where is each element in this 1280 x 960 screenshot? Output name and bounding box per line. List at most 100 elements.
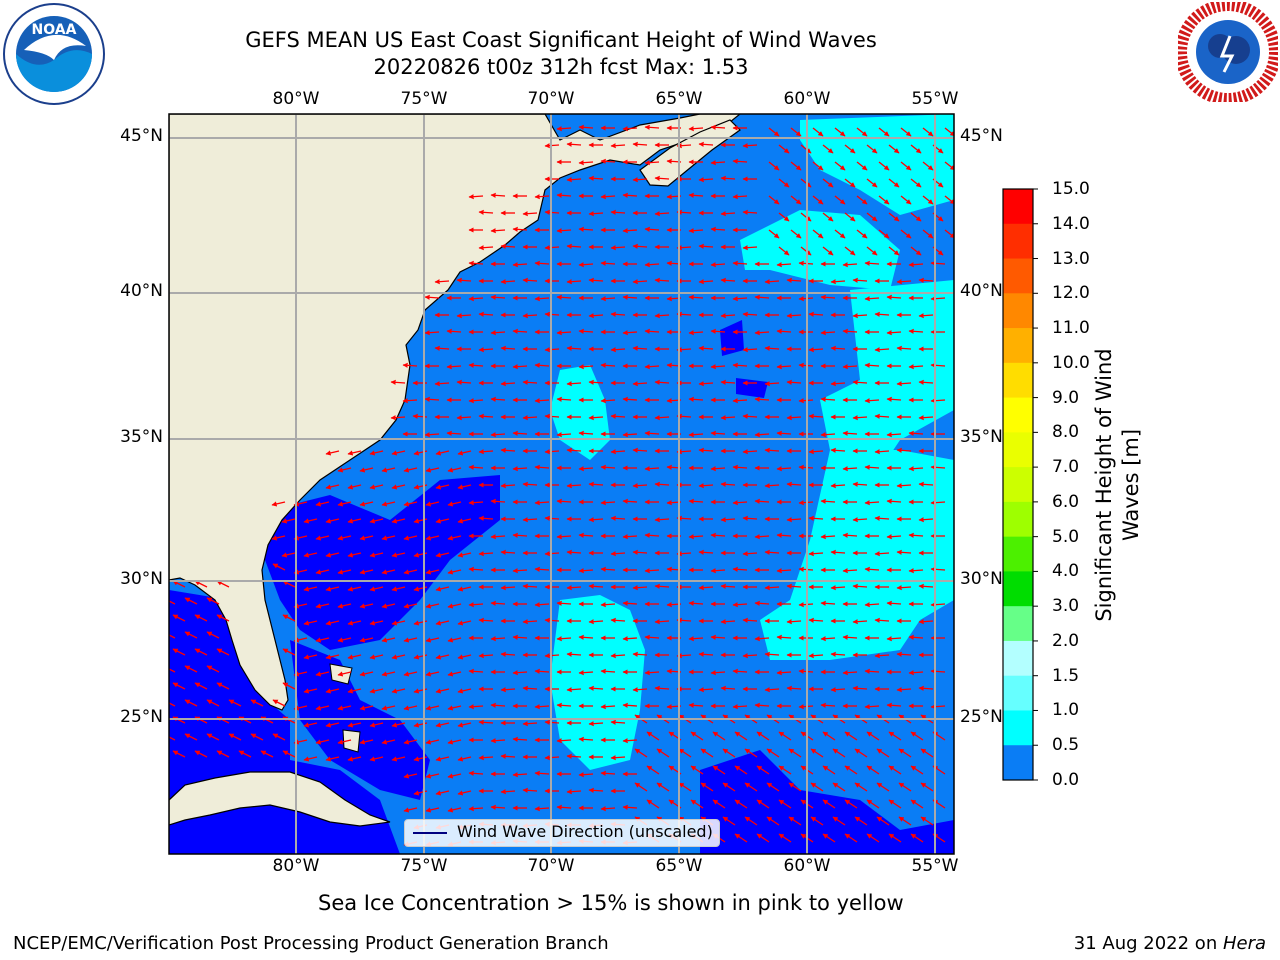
wind-arrow bbox=[644, 634, 660, 640]
wind-arrow bbox=[632, 345, 648, 351]
wind-arrow bbox=[600, 566, 616, 572]
wind-arrow bbox=[169, 634, 176, 639]
wind-arrow bbox=[588, 787, 604, 793]
wind-arrow bbox=[910, 765, 924, 775]
wind-arrow bbox=[600, 194, 616, 200]
wind-arrow bbox=[754, 702, 770, 708]
wind-arrow bbox=[610, 413, 626, 419]
land-cuba bbox=[169, 771, 391, 827]
wind-arrow bbox=[447, 807, 462, 813]
wind-arrow bbox=[534, 296, 550, 302]
wind-arrow bbox=[742, 245, 758, 251]
wind-arrow bbox=[566, 279, 582, 285]
wind-arrow bbox=[654, 619, 670, 625]
colorbar-tick-label: 2.0 bbox=[1052, 630, 1080, 651]
wind-arrow bbox=[600, 500, 616, 506]
wind-arrow bbox=[478, 719, 494, 725]
wind-arrow bbox=[910, 799, 924, 809]
lon-label-top: 75°W bbox=[400, 89, 448, 109]
wind-arrow bbox=[712, 765, 726, 775]
wind-arrow bbox=[566, 753, 582, 759]
wind-arrow bbox=[698, 345, 714, 351]
wind-arrow bbox=[610, 653, 626, 659]
wind-arrow bbox=[282, 648, 296, 656]
wind-arrow bbox=[690, 799, 704, 809]
wind-arrow bbox=[786, 379, 802, 385]
wind-arrow bbox=[654, 277, 670, 283]
wind-arrow bbox=[930, 602, 946, 608]
wind-arrow bbox=[698, 141, 714, 147]
wind-arrow bbox=[856, 127, 868, 137]
wind-arrow bbox=[172, 614, 186, 622]
wind-arrow bbox=[435, 552, 450, 558]
wind-arrow bbox=[896, 279, 912, 285]
wind-arrow bbox=[842, 634, 858, 640]
wind-arrow bbox=[500, 447, 516, 453]
wind-arrow bbox=[786, 685, 802, 691]
wind-arrow bbox=[886, 534, 902, 540]
wind-arrow bbox=[390, 415, 406, 421]
wind-arrow bbox=[303, 620, 318, 626]
wind-arrow bbox=[788, 782, 802, 792]
wind-arrow bbox=[732, 362, 748, 368]
wind-arrow bbox=[534, 806, 550, 812]
wind-arrow bbox=[315, 671, 330, 677]
wind-arrow bbox=[403, 501, 418, 507]
colorbar-band bbox=[1003, 501, 1033, 538]
wind-arrow bbox=[744, 816, 758, 826]
wind-arrow bbox=[622, 228, 638, 234]
wind-arrow bbox=[930, 260, 946, 266]
wind-arrow bbox=[522, 481, 538, 487]
wind-arrow bbox=[457, 756, 472, 762]
sea-ice-note: Sea Ice Concentration > 15% is shown in … bbox=[318, 891, 904, 915]
wind-arrow bbox=[808, 449, 824, 455]
wind-arrow bbox=[172, 682, 186, 690]
wind-arrow bbox=[854, 748, 868, 758]
wind-arrow bbox=[910, 212, 922, 222]
wind-arrow bbox=[768, 127, 780, 137]
wind-arrow bbox=[720, 211, 736, 217]
wind-arrow bbox=[918, 619, 934, 625]
wind-arrow bbox=[910, 178, 922, 188]
wind-arrow bbox=[654, 313, 670, 319]
wind-arrow bbox=[874, 449, 890, 455]
lon-label-top: 80°W bbox=[272, 89, 320, 109]
wind-arrow bbox=[622, 600, 638, 606]
colorbar-band bbox=[1003, 189, 1033, 225]
lat-label-right: 30°N bbox=[960, 569, 1003, 589]
wind-arrow bbox=[347, 620, 362, 626]
wind-arrow bbox=[369, 620, 384, 626]
wind-arrow bbox=[742, 617, 758, 623]
wind-arrow bbox=[734, 765, 748, 775]
wind-arrow bbox=[578, 124, 594, 130]
wind-arrow bbox=[490, 192, 506, 198]
wind-arrow bbox=[315, 739, 330, 745]
lon-label-top: 70°W bbox=[527, 89, 575, 109]
wind-arrow bbox=[754, 396, 770, 402]
lat-label-left: 25°N bbox=[120, 707, 163, 727]
wind-arrow bbox=[688, 534, 704, 540]
wind-arrow bbox=[303, 552, 318, 558]
wind-arrow bbox=[896, 687, 912, 693]
wind-arrow bbox=[864, 500, 880, 506]
colorbar-tick-label: 9.0 bbox=[1052, 387, 1080, 408]
wind-arrow bbox=[369, 484, 384, 490]
wind-arrow bbox=[282, 750, 296, 758]
wind-arrow bbox=[710, 430, 726, 436]
wind-arrow bbox=[622, 396, 638, 402]
wind-arrow bbox=[732, 260, 748, 266]
wind-arrow bbox=[808, 515, 824, 521]
wind-arrow bbox=[512, 328, 528, 334]
wind-arrow bbox=[710, 466, 726, 472]
wind-arrow bbox=[447, 535, 462, 541]
wind-arrow bbox=[512, 466, 528, 472]
wind-arrow bbox=[435, 450, 450, 456]
wind-arrow bbox=[830, 345, 846, 351]
wind-arrow bbox=[830, 483, 846, 489]
lon-label-bottom: 60°W bbox=[783, 856, 831, 876]
wind-arrow bbox=[359, 705, 374, 711]
wind-arrow bbox=[688, 294, 704, 300]
wind-arrow bbox=[325, 484, 340, 490]
wind-arrow bbox=[732, 296, 748, 302]
wind-arrow bbox=[216, 682, 230, 690]
